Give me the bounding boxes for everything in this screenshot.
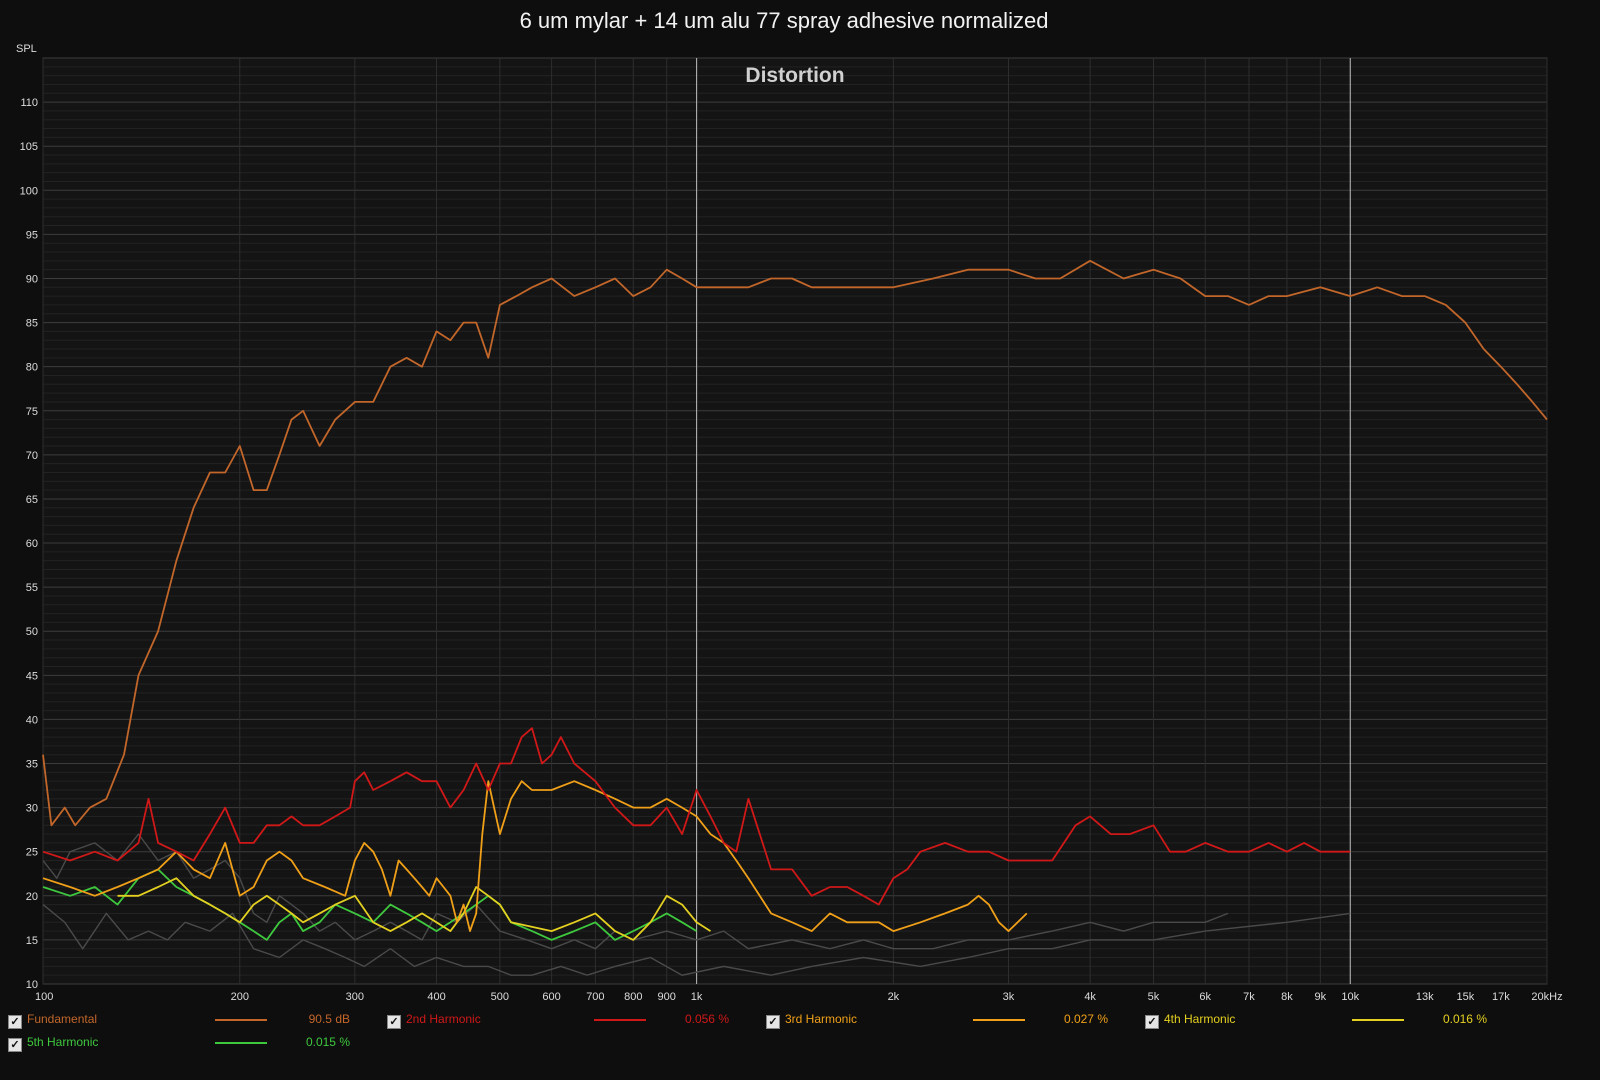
y-tick-label: 55 <box>26 582 38 594</box>
x-tick-label: 400 <box>427 991 445 1003</box>
legend-value-2nd-harmonic: 0.056 % <box>684 1012 729 1026</box>
chart-subtitle: Distortion <box>745 64 844 87</box>
legend-value-4th-harmonic: 0.016 % <box>1442 1012 1487 1026</box>
series-4th-harmonic-line <box>117 877 711 941</box>
y-tick-label: 105 <box>20 141 38 153</box>
chart-title: 6 um mylar + 14 um alu 77 spray adhesive… <box>519 8 1049 33</box>
legend-value-3rd-harmonic: 0.027 % <box>1063 1012 1108 1026</box>
x-tick-label: 200 <box>231 991 249 1003</box>
x-tick-label: 5k <box>1148 991 1160 1003</box>
axes: 10 15 20 25 30 35 40 45 50 55 60 65 70 75 80 85 90 95 100 1… <box>20 97 1563 1003</box>
y-tick-label: 35 <box>26 759 38 771</box>
legend-swatch-3rd-harmonic <box>973 1019 1025 1021</box>
y-tick-label: 110 <box>20 97 38 109</box>
x-tick-label: 4k <box>1084 991 1096 1003</box>
y-tick-label: 20 <box>26 891 38 903</box>
x-tick-label: 800 <box>624 991 642 1003</box>
x-tick-label: 7k <box>1243 991 1255 1003</box>
legend-checkbox-fundamental[interactable]: ✓ <box>8 1015 22 1029</box>
y-tick-label: 70 <box>26 450 38 462</box>
y-tick-label: 25 <box>26 847 38 859</box>
y-tick-label: 100 <box>20 185 38 197</box>
y-tick-label: 75 <box>26 406 38 418</box>
y-tick-label: 95 <box>26 229 38 241</box>
x-tick-label: 700 <box>586 991 604 1003</box>
distortion-chart: 10 15 20 25 30 35 40 45 50 55 60 65 70 75 80 85 90 95 100 1… <box>16 43 1563 1003</box>
legend-checkbox-3rd-harmonic[interactable]: ✓ <box>766 1015 780 1029</box>
legend-checkbox-2nd-harmonic[interactable]: ✓ <box>387 1015 401 1029</box>
legend-label-5th-harmonic: 5th Harmonic <box>27 1035 99 1049</box>
x-tick-label: 300 <box>346 991 364 1003</box>
x-tick-label: 900 <box>658 991 676 1003</box>
x-tick-label: 1k <box>691 991 703 1003</box>
legend-swatch-2nd-harmonic <box>594 1019 646 1021</box>
x-tick-label: 500 <box>491 991 509 1003</box>
legend-swatch-4th-harmonic <box>1352 1019 1404 1021</box>
y-tick-label: 30 <box>26 803 38 815</box>
x-tick-label: 20kHz <box>1531 991 1562 1003</box>
x-tick-label: 2k <box>888 991 900 1003</box>
y-tick-label: 10 <box>26 979 38 991</box>
legend-value-fundamental: 90.5 dB <box>308 1012 350 1026</box>
x-tick-label: 6k <box>1199 991 1211 1003</box>
y-tick-label: 40 <box>26 714 38 726</box>
y-tick-label: 60 <box>26 538 38 550</box>
y-axis-label: SPL <box>16 43 37 55</box>
y-tick-label: 45 <box>26 670 38 682</box>
y-tick-label: 90 <box>26 273 38 285</box>
series-5th-harmonic-line <box>42 868 698 941</box>
x-tick-label: 15k <box>1456 991 1474 1003</box>
noise-floor-line <box>42 904 1351 976</box>
plot-background <box>42 57 1548 985</box>
series-3rd-harmonic-line <box>42 780 1028 932</box>
y-tick-label: 85 <box>26 318 38 330</box>
y-tick-label: 65 <box>26 494 38 506</box>
x-tick-label: 600 <box>542 991 560 1003</box>
x-tick-label: 9k <box>1315 991 1327 1003</box>
x-tick-label: 8k <box>1281 991 1293 1003</box>
legend-label-4th-harmonic: 4th Harmonic <box>1164 1012 1236 1026</box>
legend-swatch-fundamental <box>215 1019 267 1021</box>
y-tick-label: 15 <box>26 935 38 947</box>
x-tick-label: 3k <box>1003 991 1015 1003</box>
legend-swatch-5th-harmonic <box>215 1042 267 1044</box>
series-group <box>42 259 1548 976</box>
legend-label-2nd-harmonic: 2nd Harmonic <box>406 1012 481 1026</box>
x-tick-label: 17k <box>1492 991 1510 1003</box>
legend-checkbox-5th-harmonic[interactable]: ✓ <box>8 1038 22 1052</box>
y-tick-label: 80 <box>26 362 38 374</box>
x-tick-label: 10k <box>1341 991 1359 1003</box>
legend-label-fundamental: Fundamental <box>27 1012 98 1026</box>
series-2nd-harmonic-line <box>42 727 1351 906</box>
legend-checkbox-4th-harmonic[interactable]: ✓ <box>1145 1015 1159 1029</box>
grid <box>42 57 1548 985</box>
x-tick-label: 13k <box>1416 991 1434 1003</box>
y-tick-label: 50 <box>26 626 38 638</box>
x-tick-label: 100 <box>35 991 53 1003</box>
legend-label-3rd-harmonic: 3rd Harmonic <box>785 1012 858 1026</box>
legend-value-5th-harmonic: 0.015 % <box>305 1035 350 1049</box>
series-fundamental-line <box>42 259 1548 827</box>
